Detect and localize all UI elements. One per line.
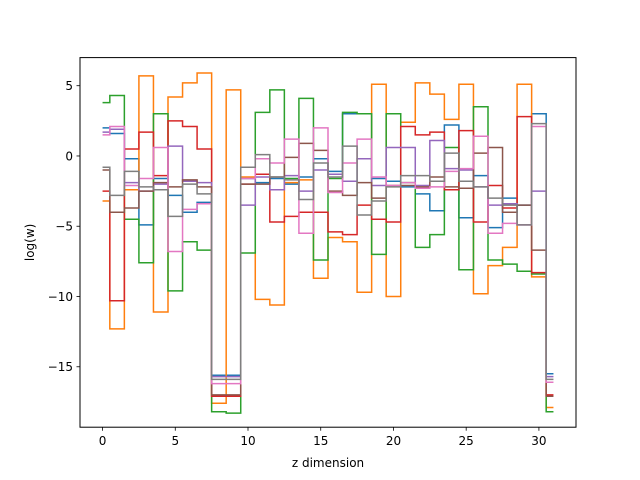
y-axis-label: log(w) [23,224,37,261]
x-tick-label: 20 [386,434,401,448]
series-line-7 [102,125,554,385]
y-axis-ticks: −15 −10 −5 0 5 [48,79,80,374]
y-tick-label: 0 [65,149,73,163]
x-tick-label: 0 [99,434,107,448]
x-axis-label: z dimension [292,456,364,470]
x-tick-label: 10 [240,434,255,448]
x-tick-label: 25 [459,434,474,448]
x-axis-ticks: 0 5 10 15 20 25 30 [99,427,547,448]
series-line-4 [102,115,554,398]
x-tick-label: 30 [531,434,546,448]
x-tick-label: 5 [171,434,179,448]
series-layer [102,72,554,414]
y-tick-label: −10 [48,290,73,304]
y-tick-label: −5 [55,220,73,234]
series-line-8 [102,122,554,381]
y-tick-label: 5 [65,79,73,93]
y-tick-label: −15 [48,360,73,374]
plot-area-frame [79,57,577,428]
x-tick-label: 15 [313,434,328,448]
